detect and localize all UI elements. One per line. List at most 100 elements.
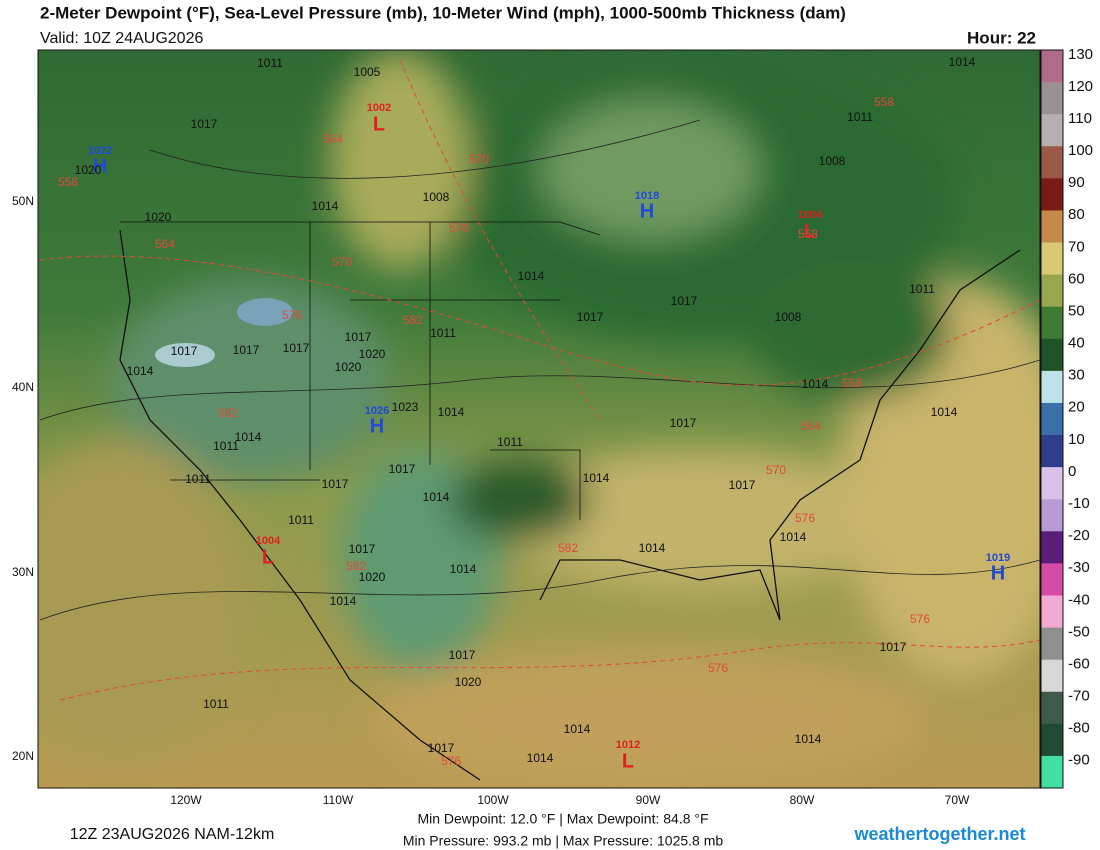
high-pressure-center: H (93, 155, 107, 177)
isobar-label: 1017 (671, 294, 698, 308)
isobar-label: 1017 (577, 310, 604, 324)
colorbar-segment (1041, 178, 1063, 211)
colorbar-tick-label: 20 (1068, 399, 1085, 416)
colorbar-tick-label: -50 (1068, 623, 1090, 640)
colorbar-segment (1041, 114, 1063, 147)
thickness-label: 576 (708, 661, 728, 675)
isobar-label: 1008 (775, 310, 802, 324)
colorbar-frame (1040, 49, 1064, 789)
colorbar-tick-label: -30 (1068, 559, 1090, 576)
lat-label: 30N (12, 565, 34, 579)
isobar-label: 1014 (423, 490, 450, 504)
axis-labels: 50N 40N 30N 20N 120W 110W 100W 90W 80W 70W (12, 194, 970, 807)
thickness-label: 570 (469, 152, 489, 166)
isobar-label: 1017 (729, 478, 756, 492)
dewpoint-range: Min Dewpoint: 12.0 °F | Max Dewpoint: 84… (417, 811, 708, 827)
dry-area (237, 298, 293, 326)
low-pressure-center: L (622, 750, 634, 772)
isobars (39, 119, 1040, 621)
isobar-label: 1017 (322, 477, 349, 491)
isobar-label: 1017 (880, 640, 907, 654)
colorbar-segment (1041, 531, 1063, 564)
colorbar-tick-label: 60 (1068, 270, 1085, 287)
colorbar-segment (1041, 370, 1063, 404)
isobar-label: 1020 (145, 210, 172, 224)
lat-label: 50N (12, 194, 34, 208)
isobar-label: 1020 (335, 360, 362, 374)
low-pressure-center: L (262, 546, 274, 568)
colorbar-tick-label: -70 (1068, 688, 1090, 705)
colorbar-tick-label: -40 (1068, 591, 1090, 608)
colorbar-tick-label: -60 (1068, 655, 1090, 672)
low-pressure-value: 1004 (256, 535, 281, 547)
isobar-label: 1023 (392, 400, 419, 414)
colorbar-segment (1041, 50, 1063, 83)
map-labels: 1022H1018H1026H1019H1002L1004L1004L1012L… (58, 55, 1010, 772)
borders (120, 221, 601, 520)
high-pressure-value: 1018 (635, 190, 659, 202)
colorbar-tick-label: 120 (1068, 78, 1093, 95)
low-pressure-center: L (373, 113, 385, 135)
colorbar-segment (1041, 146, 1063, 179)
thickness-label: 564 (801, 419, 821, 433)
high-pressure-center: H (991, 562, 1005, 584)
colorbar-tick-label: 130 (1068, 46, 1093, 63)
isobar-label: 1017 (283, 341, 310, 355)
thickness-label: 582 (403, 313, 423, 327)
lon-label: 120W (170, 793, 202, 807)
colorbar-segment (1041, 402, 1063, 436)
thickness-label: 582 (346, 559, 366, 573)
title: 2-Meter Dewpoint (°F), Sea-Level Pressur… (40, 3, 846, 22)
colorbar-tick-label: 90 (1068, 174, 1085, 191)
thickness-label: 576 (449, 221, 469, 235)
isobar-label: 1011 (497, 435, 523, 449)
isobar-label: 1014 (931, 405, 958, 419)
low-pressure-center: L (804, 220, 816, 242)
isobar-label: 1014 (527, 751, 554, 765)
pressure-range: Min Pressure: 993.2 mb | Max Pressure: 1… (403, 833, 724, 849)
colorbar-segment (1041, 659, 1063, 693)
isobar-label: 1017 (428, 741, 455, 755)
isobar-label: 1014 (127, 364, 154, 378)
thickness-label: 582 (218, 406, 238, 420)
thickness-label: 564 (323, 132, 343, 146)
colorbar-segment (1041, 338, 1063, 372)
site-link[interactable]: weathertogether.net (853, 824, 1025, 844)
colorbar-segment (1041, 499, 1063, 532)
isobar-label: 1011 (847, 110, 873, 124)
colorbar-segment (1041, 755, 1063, 789)
thickness-label: 564 (155, 237, 175, 251)
colorbar-tick-label: 70 (1068, 238, 1085, 255)
colorbar-tick-label: 100 (1068, 142, 1093, 159)
thickness-label: 576 (795, 511, 815, 525)
map-frame (37, 49, 1041, 789)
dewpoint-field (38, 50, 1040, 788)
isobar-label: 1014 (438, 405, 465, 419)
isobar-label: 1014 (450, 562, 477, 576)
isobar-label: 1014 (518, 269, 545, 283)
high-pressure-value: 1022 (88, 145, 112, 157)
thickness-label: 558 (874, 95, 894, 109)
colorbar-segment (1041, 595, 1063, 629)
isobar-label: 1017 (670, 416, 697, 430)
isobar-label: 1011 (909, 282, 935, 296)
isobar-label: 1011 (213, 439, 239, 453)
isobar-label: 1017 (171, 344, 198, 358)
lon-label: 100W (477, 793, 509, 807)
thickness-label: 558 (58, 175, 78, 189)
forecast-hour: Hour: 22 (967, 28, 1036, 47)
low-pressure-value: 1002 (367, 102, 391, 114)
colorbar-tick-label: 110 (1068, 110, 1092, 127)
colorbar-tick-label: 40 (1068, 335, 1085, 352)
isobar-label: 1011 (288, 513, 314, 527)
isobar-label: 1014 (235, 430, 262, 444)
colorbar-tick-label: -90 (1068, 752, 1090, 769)
isobar-label: 1014 (312, 199, 339, 213)
isobar-label: 1011 (185, 472, 211, 486)
isobar-label: 1017 (389, 462, 416, 476)
coastline (119, 229, 1021, 781)
colorbar-segment (1041, 723, 1063, 757)
isobar-label: 1014 (639, 541, 666, 555)
valid-time: Valid: 10Z 24AUG2026 (40, 30, 203, 47)
